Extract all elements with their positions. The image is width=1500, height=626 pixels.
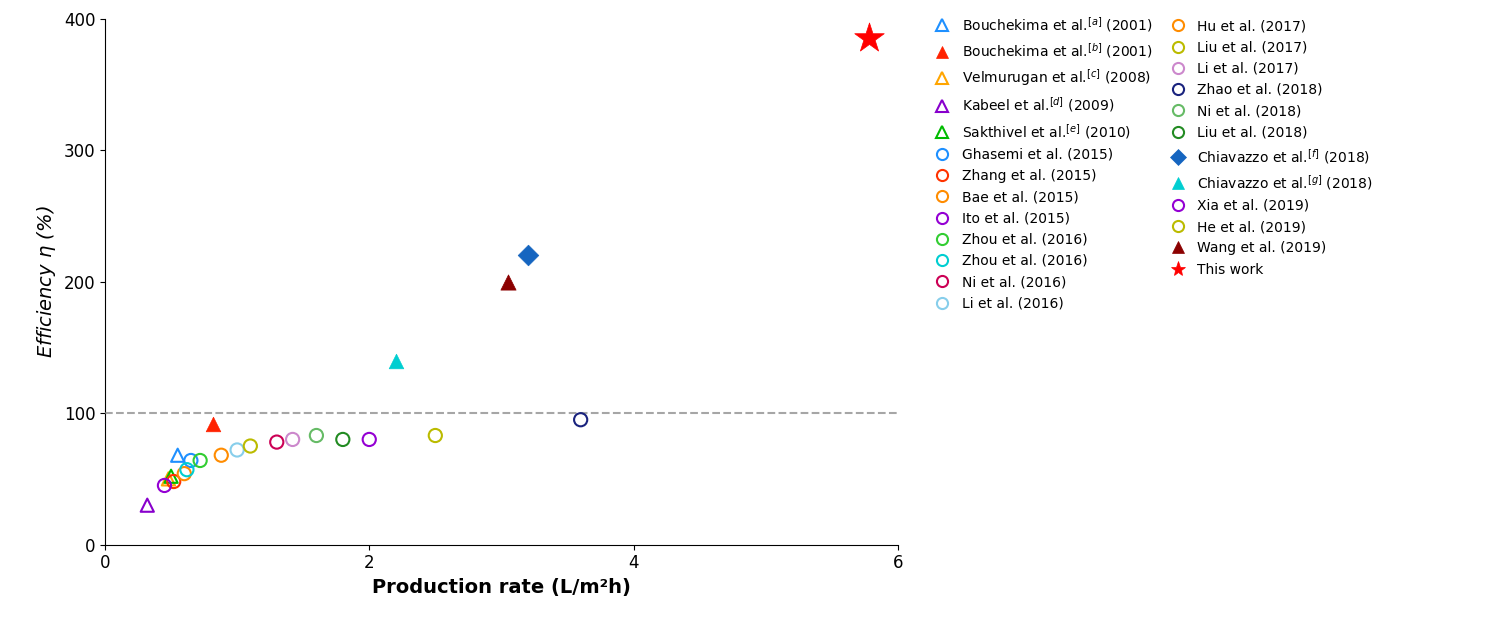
Point — [165, 450, 189, 460]
Point — [357, 434, 381, 444]
Point — [856, 33, 880, 43]
Point — [201, 419, 225, 429]
Point — [423, 431, 447, 441]
Point — [280, 434, 304, 444]
Point — [153, 481, 177, 491]
Point — [496, 277, 520, 287]
Legend: Bouchekima et al.$^{[a]}$ (2001), Bouchekima et al.$^{[b]}$ (2001), Velmurugan e: Bouchekima et al.$^{[a]}$ (2001), Bouche… — [928, 15, 1372, 310]
Point — [172, 469, 196, 479]
X-axis label: Production rate (L/m²h): Production rate (L/m²h) — [372, 578, 632, 597]
Point — [162, 476, 186, 486]
Point — [516, 250, 540, 260]
Point — [266, 437, 290, 447]
Point — [568, 414, 592, 424]
Point — [188, 456, 211, 466]
Point — [225, 445, 249, 455]
Point — [384, 356, 408, 366]
Point — [176, 464, 200, 475]
Point — [159, 471, 183, 481]
Point — [135, 500, 159, 510]
Point — [156, 474, 180, 484]
Point — [178, 456, 203, 466]
Point — [238, 441, 262, 451]
Point — [210, 450, 234, 460]
Point — [332, 434, 356, 444]
Y-axis label: Efficiency $\eta$ (%): Efficiency $\eta$ (%) — [34, 205, 58, 358]
Point — [304, 431, 328, 441]
